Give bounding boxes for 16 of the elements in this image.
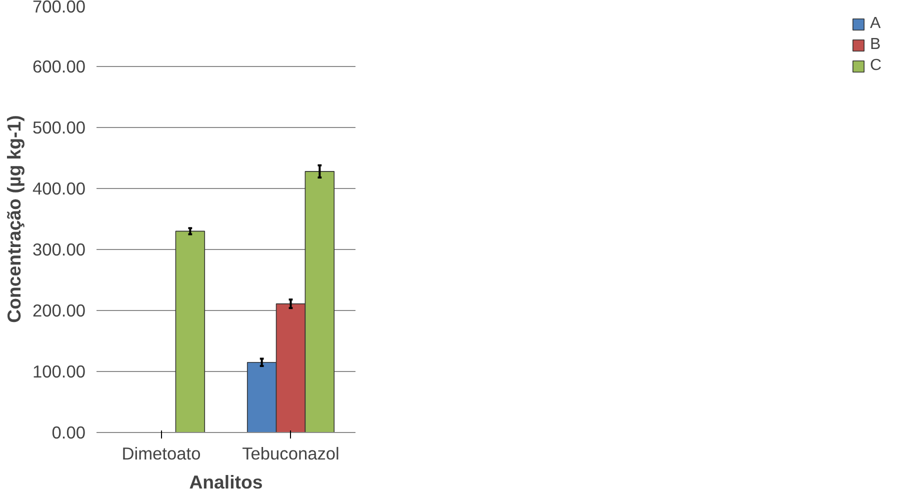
y-tick-label: 0.00 xyxy=(52,422,86,442)
y-tick-label: 100.00 xyxy=(32,362,86,382)
bar xyxy=(175,230,206,432)
y-tick-label: 200.00 xyxy=(32,300,86,320)
y-tick-label: 700.00 xyxy=(32,0,86,16)
x-tick-label: Dimetoato xyxy=(122,444,201,464)
y-axis-title: Concentração (µg kg-1) xyxy=(4,115,24,323)
legend-label: A xyxy=(870,15,882,33)
y-tick-label: 300.00 xyxy=(32,240,86,260)
legend-label: C xyxy=(870,57,883,75)
y-tick-label: 400.00 xyxy=(32,178,86,198)
legend-label: B xyxy=(870,36,882,54)
x-tick-label: Tebuconazol xyxy=(242,444,340,464)
y-tick-label: 600.00 xyxy=(32,56,86,76)
x-axis-title: Analitos xyxy=(189,472,263,492)
y-tick-label: 500.00 xyxy=(32,118,86,138)
